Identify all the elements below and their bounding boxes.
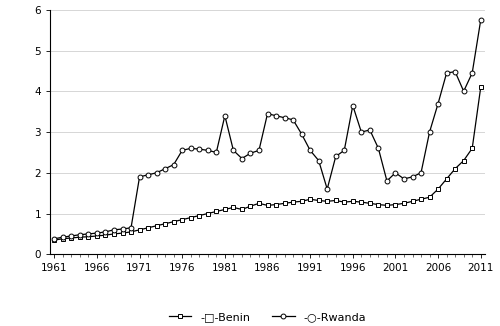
Legend: -□-Benin, -○-Rwanda: -□-Benin, -○-Rwanda [169,311,366,322]
